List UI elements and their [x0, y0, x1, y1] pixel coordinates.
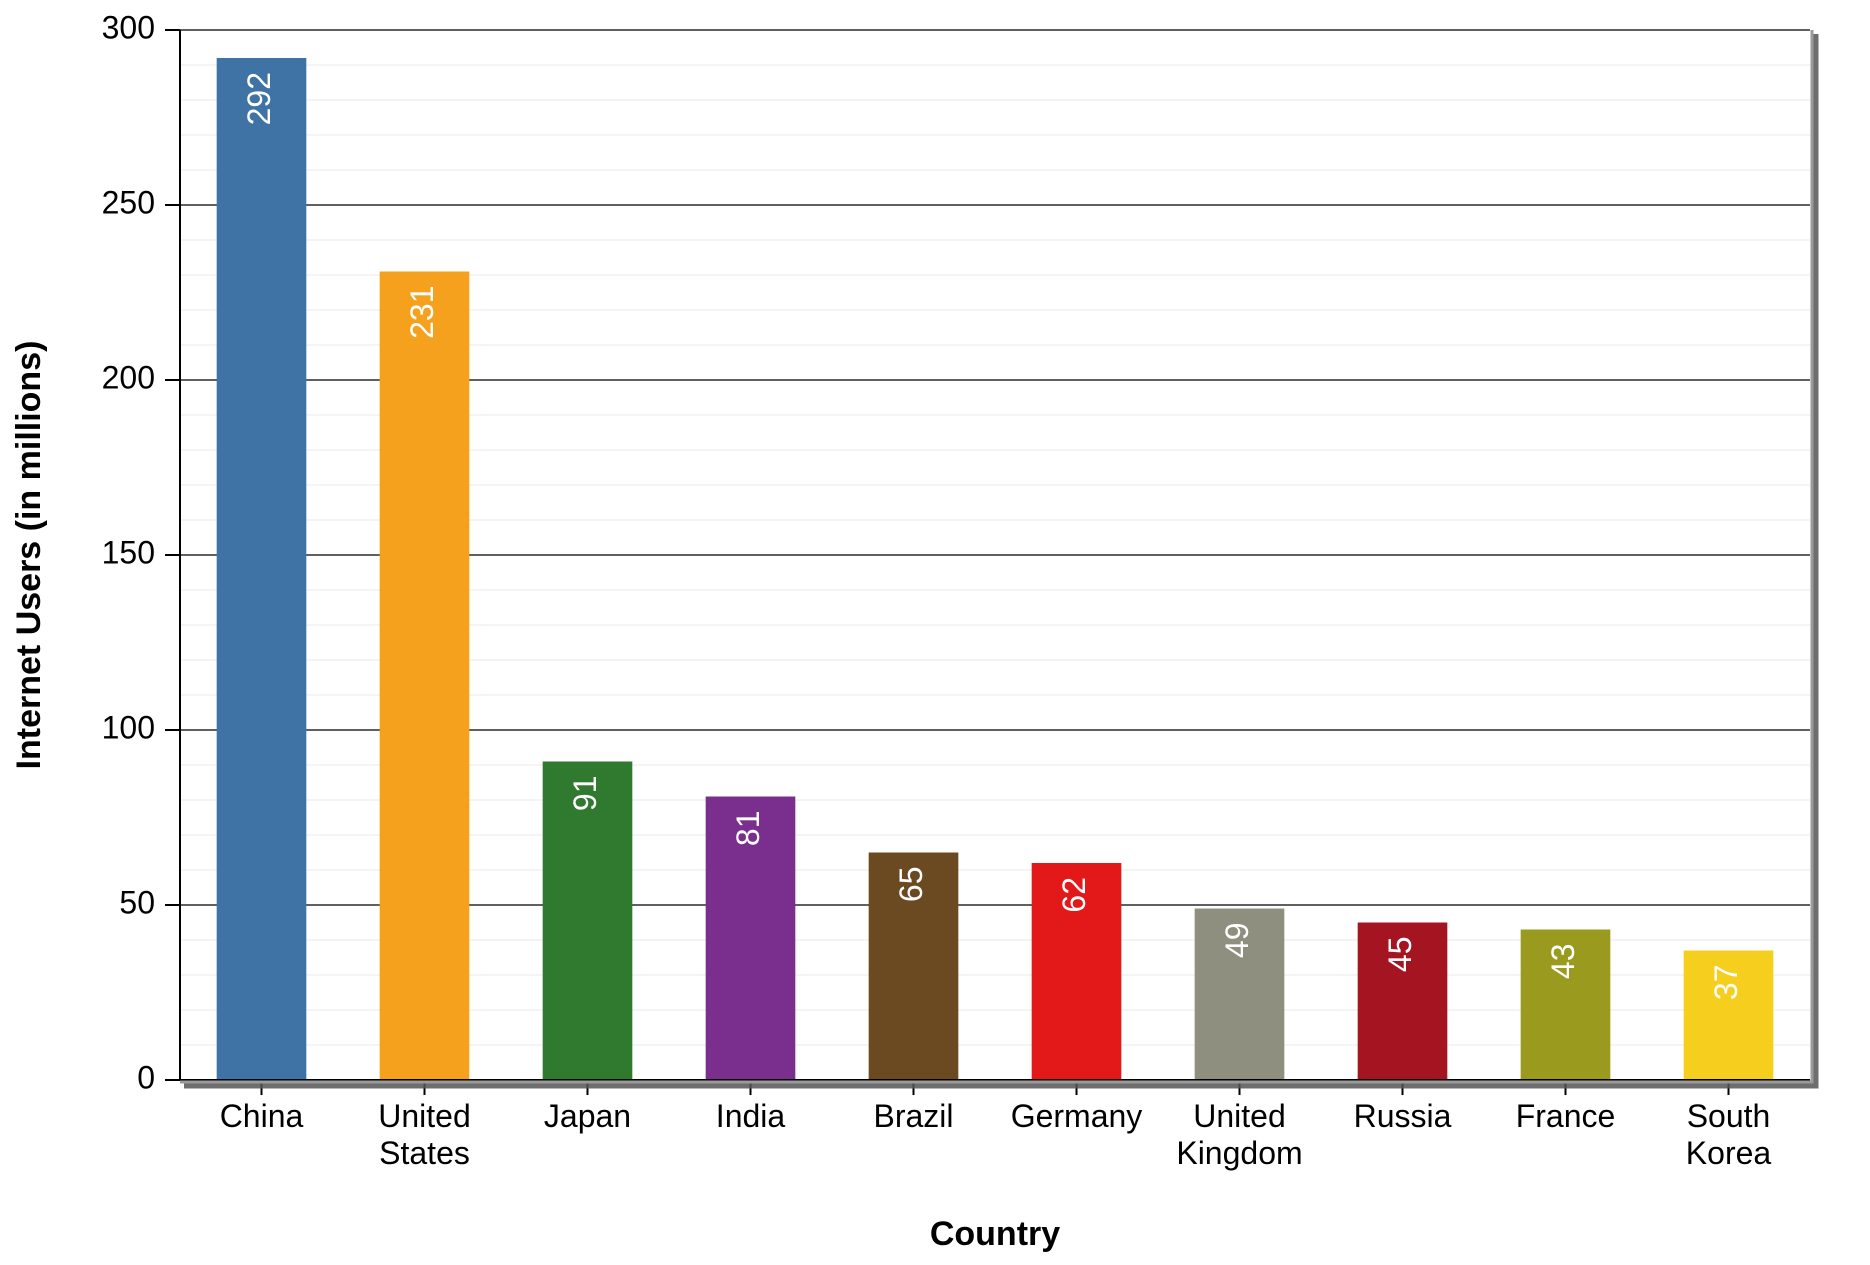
bar [380, 272, 470, 1081]
x-tick-label: Japan [544, 1098, 631, 1134]
bar-value-label: 49 [1219, 923, 1255, 959]
y-tick-label: 0 [137, 1059, 155, 1095]
y-tick-label: 150 [102, 534, 155, 570]
x-tick-label: France [1516, 1098, 1616, 1134]
x-tick-label: Brazil [873, 1098, 953, 1134]
y-tick-label: 300 [102, 9, 155, 45]
y-tick-label: 50 [119, 884, 155, 920]
x-tick-label: China [220, 1098, 304, 1134]
bar-value-label: 231 [404, 286, 440, 339]
x-tick-label: India [716, 1098, 786, 1134]
bar-value-label: 37 [1708, 965, 1744, 1001]
y-tick-label: 250 [102, 184, 155, 220]
x-tick-label: SouthKorea [1686, 1098, 1772, 1171]
bar-value-label: 45 [1382, 937, 1418, 973]
bar-value-label: 43 [1545, 944, 1581, 980]
bar-chart: 292 231 91 81 65 62 49 45 43 37 0 50 100 150 200 250 300… [0, 0, 1870, 1265]
x-tick-label: Russia [1354, 1098, 1452, 1134]
y-tick-label: 200 [102, 359, 155, 395]
x-tick-label: Germany [1011, 1098, 1143, 1134]
y-tick-label: 100 [102, 709, 155, 745]
bar [217, 58, 307, 1080]
y-axis-title: Internet Users (in millions) [10, 341, 48, 770]
x-tick-label: UnitedKingdom [1176, 1098, 1302, 1171]
bar-value-label: 81 [730, 811, 766, 847]
x-axis-title: Country [930, 1215, 1060, 1253]
x-tick-label: UnitedStates [378, 1098, 471, 1171]
bar-value-label: 65 [893, 867, 929, 903]
bar-value-label: 292 [241, 72, 277, 125]
bar-value-label: 62 [1056, 877, 1092, 913]
bar-value-label: 91 [567, 776, 603, 812]
